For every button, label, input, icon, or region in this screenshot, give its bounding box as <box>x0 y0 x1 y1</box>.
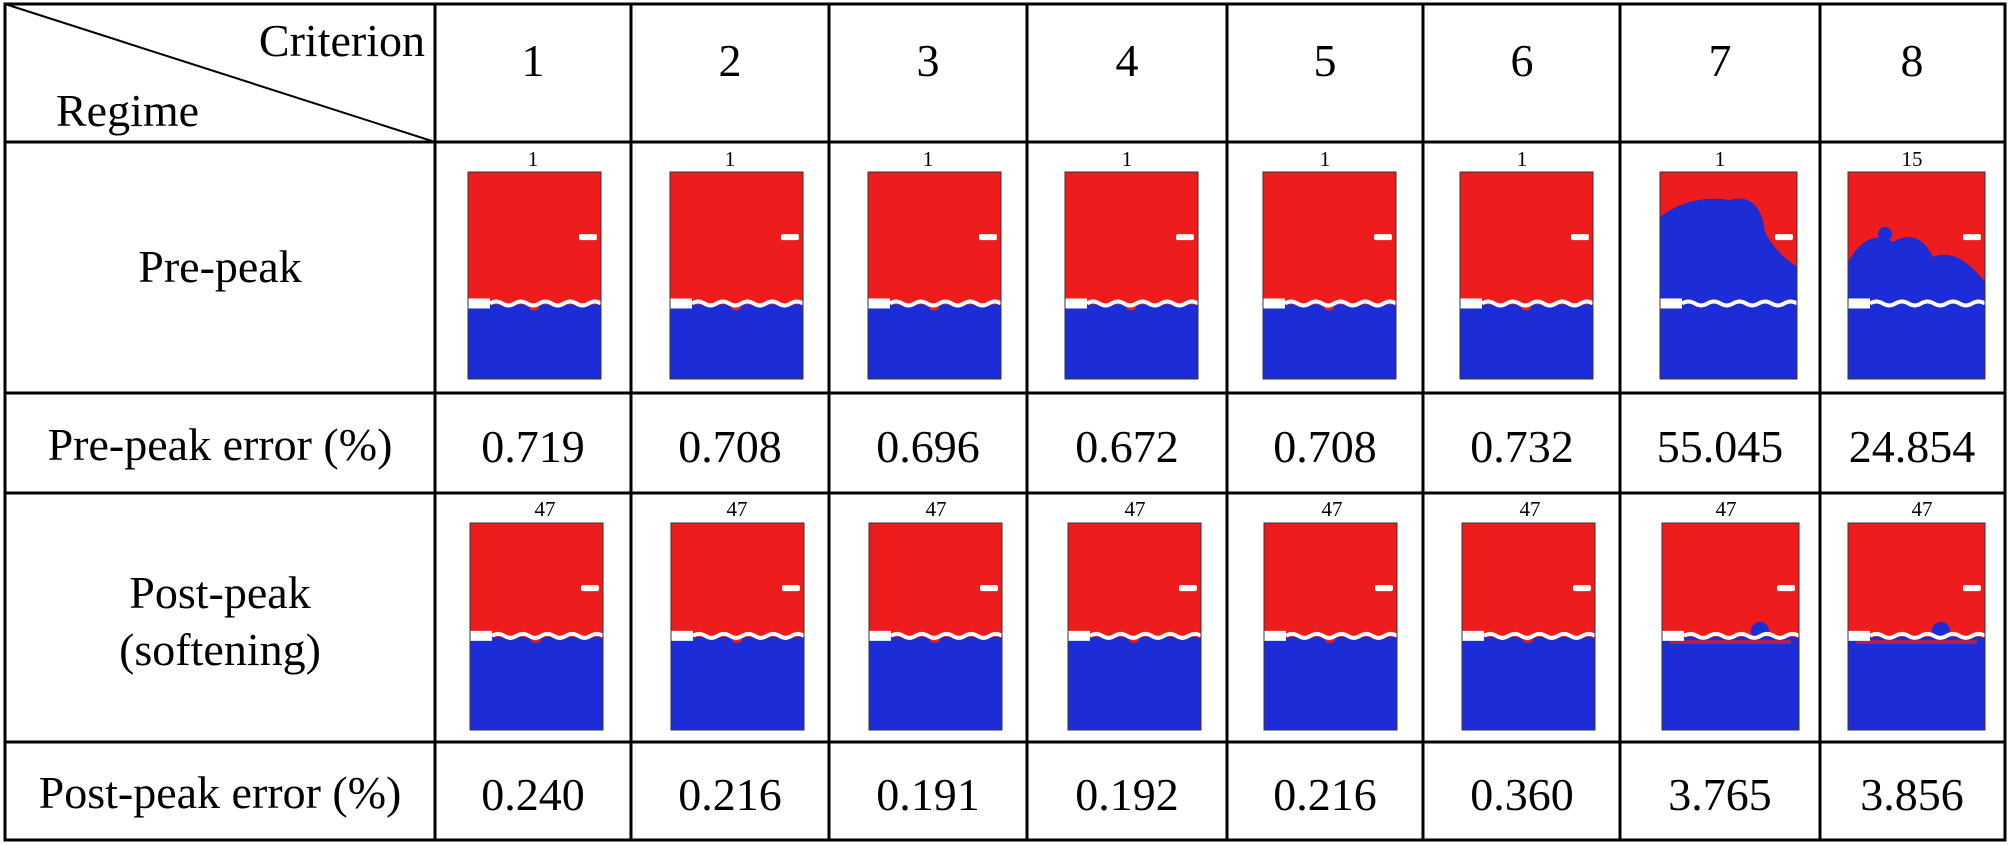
pre-peak-error-values: 0.719 0.708 0.696 0.672 0.708 0.732 55.0… <box>481 421 1975 472</box>
post-peak-error-row-label: Post-peak error (%) <box>39 767 402 818</box>
step-label: 47 <box>1520 497 1541 521</box>
phase-field-image <box>1461 522 1597 731</box>
step-label: 47 <box>727 497 748 521</box>
step-label: 1 <box>528 147 539 171</box>
error-value: 24.854 <box>1849 421 1976 472</box>
criterion-header-row: 1 2 3 4 5 6 7 8 <box>522 35 1924 86</box>
error-value: 0.216 <box>678 769 782 820</box>
criterion-number: 3 <box>917 35 940 86</box>
phase-field-image <box>1067 522 1203 731</box>
step-label: 1 <box>1715 147 1726 171</box>
post-peak-step-labels: 47 47 47 47 47 47 47 47 <box>535 497 1933 521</box>
phase-field-image <box>669 171 805 380</box>
error-value: 3.856 <box>1860 769 1964 820</box>
step-label: 1 <box>725 147 736 171</box>
criterion-number: 8 <box>1901 35 1924 86</box>
phase-field-image <box>1263 522 1399 731</box>
error-value: 0.191 <box>876 769 980 820</box>
error-value: 0.696 <box>876 421 980 472</box>
criterion-number: 2 <box>719 35 742 86</box>
phase-field-image <box>868 522 1004 731</box>
column-dividers <box>433 4 1822 840</box>
step-label: 47 <box>1912 497 1933 521</box>
criterion-label: Criterion <box>259 15 425 66</box>
pre-peak-step-labels: 1 1 1 1 1 1 1 15 <box>528 147 1923 171</box>
criterion-number: 4 <box>1116 35 1139 86</box>
phase-field-image <box>1064 171 1200 380</box>
post-peak-row-label-sub: (softening) <box>119 624 321 675</box>
error-value: 0.732 <box>1470 421 1574 472</box>
pre-peak-error-row-label: Pre-peak error (%) <box>48 419 393 470</box>
step-label: 47 <box>926 497 947 521</box>
step-label: 1 <box>1517 147 1528 171</box>
phase-field-image <box>469 522 605 731</box>
error-value: 0.719 <box>481 421 585 472</box>
phase-field-image <box>1847 171 1987 380</box>
post-peak-row-label: Post-peak <box>129 567 310 618</box>
criterion-number: 6 <box>1511 35 1534 86</box>
error-value: 0.216 <box>1273 769 1377 820</box>
row-dividers <box>5 140 2005 744</box>
step-label: 47 <box>1125 497 1146 521</box>
criterion-number: 7 <box>1709 35 1732 86</box>
phase-field-image <box>1659 171 1799 380</box>
error-value: 55.045 <box>1657 421 1784 472</box>
phase-field-image <box>670 522 806 731</box>
phase-field-thumbnails <box>467 171 1987 731</box>
error-value: 0.240 <box>481 769 585 820</box>
criterion-number: 1 <box>522 35 545 86</box>
pre-peak-row-label: Pre-peak <box>138 241 301 292</box>
post-peak-error-values: 0.240 0.216 0.191 0.192 0.216 0.360 3.76… <box>481 769 1964 820</box>
header-diagonal <box>4 3 436 143</box>
step-label: 1 <box>1122 147 1133 171</box>
error-value: 0.708 <box>1273 421 1377 472</box>
phase-field-image <box>867 171 1003 380</box>
phase-field-image <box>1262 171 1398 380</box>
error-value: 0.360 <box>1470 769 1574 820</box>
phase-field-image <box>467 171 603 380</box>
step-label: 15 <box>1902 147 1923 171</box>
regime-label: Regime <box>56 85 199 136</box>
phase-field-image <box>1459 171 1595 380</box>
error-value: 0.192 <box>1075 769 1179 820</box>
criterion-number: 5 <box>1314 35 1337 86</box>
phase-field-image <box>1847 522 1987 731</box>
step-label: 47 <box>535 497 556 521</box>
step-label: 1 <box>1320 147 1331 171</box>
error-value: 0.672 <box>1075 421 1179 472</box>
error-value: 3.765 <box>1668 769 1772 820</box>
error-value: 0.708 <box>678 421 782 472</box>
phase-field-image <box>1661 522 1801 731</box>
step-label: 47 <box>1322 497 1343 521</box>
table-border <box>3 2 2007 842</box>
step-label: 1 <box>923 147 934 171</box>
step-label: 47 <box>1716 497 1737 521</box>
